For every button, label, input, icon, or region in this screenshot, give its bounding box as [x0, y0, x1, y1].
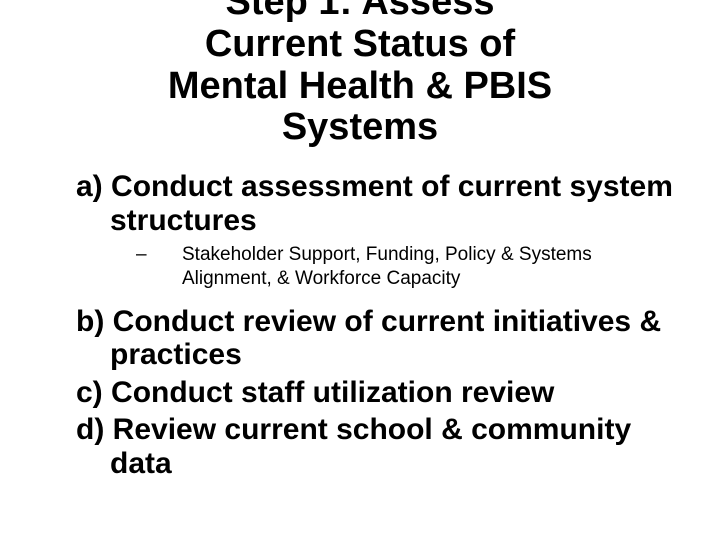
slide-body: a) Conduct assessment of current system …: [76, 170, 676, 485]
list-item-a-label: a): [76, 170, 103, 203]
list-subitem-a1-text: Stakeholder Support, Funding, Policy & S…: [182, 243, 676, 291]
list-item-b-label: b): [76, 305, 104, 338]
list-subitem-a1: – Stakeholder Support, Funding, Policy &…: [136, 243, 676, 291]
slide-title: Step 1: Assess Current Status of Mental …: [0, 0, 720, 149]
title-line-1: Step 1: Assess: [226, 0, 495, 23]
list-item-d-text: Review current school & community data: [110, 413, 631, 480]
list-item-a-text: Conduct assessment of current system str…: [110, 170, 673, 237]
bullet-dash-icon: –: [136, 243, 182, 291]
slide: Step 1: Assess Current Status of Mental …: [0, 0, 720, 540]
title-line-2: Current Status of: [205, 23, 515, 65]
title-line-3: Mental Health & PBIS: [168, 65, 552, 107]
list-item-b-text: Conduct review of current initiatives & …: [110, 305, 661, 372]
list-item-c: c) Conduct staff utilization review: [76, 376, 676, 410]
list-item-c-label: c): [76, 376, 103, 409]
list-item-c-text: Conduct staff utilization review: [111, 376, 554, 409]
title-line-4: Systems: [282, 106, 438, 148]
list-item-a: a) Conduct assessment of current system …: [76, 170, 676, 237]
list-item-d-label: d): [76, 413, 104, 446]
list-item-d: d) Review current school & community dat…: [76, 413, 676, 480]
list-item-b: b) Conduct review of current initiatives…: [76, 305, 676, 372]
